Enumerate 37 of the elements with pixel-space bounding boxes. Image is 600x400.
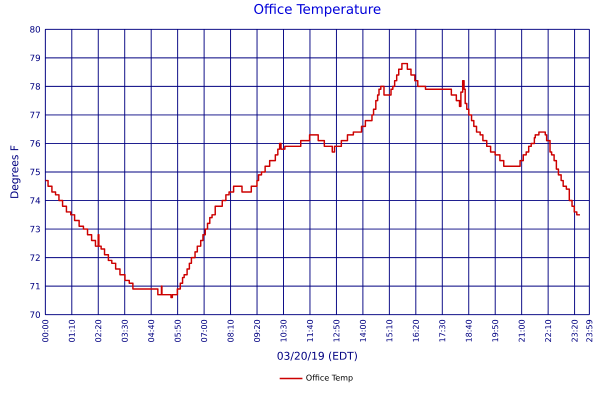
y-tick-label: 80 <box>30 26 40 33</box>
y-tick-label: 76 <box>30 140 40 147</box>
x-tick-label: 03:30 <box>122 320 128 342</box>
y-tick-label: 74 <box>30 197 40 204</box>
x-tick-label: 23:59 <box>586 320 592 342</box>
y-tick-label: 71 <box>30 282 40 290</box>
x-tick-label: 16:20 <box>412 320 419 342</box>
y-tick-label: 70 <box>30 311 40 318</box>
x-tick-label: 02:20 <box>95 320 102 342</box>
x-tick-label: 12:50 <box>333 320 340 342</box>
x-tick-label: 23:20 <box>572 320 578 342</box>
x-tick-label: 09:20 <box>254 320 260 342</box>
x-tick-label: 10:30 <box>280 320 287 342</box>
x-tick-label: 11:40 <box>306 320 313 342</box>
x-tick-label: 04:40 <box>148 320 154 342</box>
y-tick-label: 75 <box>30 168 40 176</box>
x-tick-label: 18:40 <box>466 320 472 342</box>
x-tick-label: 21:00 <box>518 320 525 342</box>
y-tick-label: 72 <box>30 254 40 261</box>
x-tick-label: 22:10 <box>545 320 552 342</box>
y-tick-label: 73 <box>30 226 40 232</box>
x-tick-label: 17:30 <box>439 320 446 342</box>
x-tick-label: 19:50 <box>492 320 498 342</box>
y-tick-label: 79 <box>30 54 40 62</box>
chart-title: Office Temperature <box>254 4 380 17</box>
y-tick-label: 77 <box>30 112 40 118</box>
x-tick-label: 05:50 <box>174 320 181 342</box>
legend-label: Office Temp <box>306 374 353 382</box>
x-tick-label: 01:10 <box>68 320 75 342</box>
x-tick-label: 15:10 <box>386 320 392 342</box>
y-axis-title: Degrees F <box>10 146 20 198</box>
x-tick-label: 00:00 <box>42 320 48 342</box>
x-axis-title: 03/20/19 (EDT) <box>278 352 357 362</box>
x-tick-label: 08:10 <box>228 320 234 342</box>
x-tick-label: 07:00 <box>201 320 208 342</box>
y-tick-label: 78 <box>30 83 40 90</box>
x-tick-label: 14:00 <box>360 320 366 342</box>
